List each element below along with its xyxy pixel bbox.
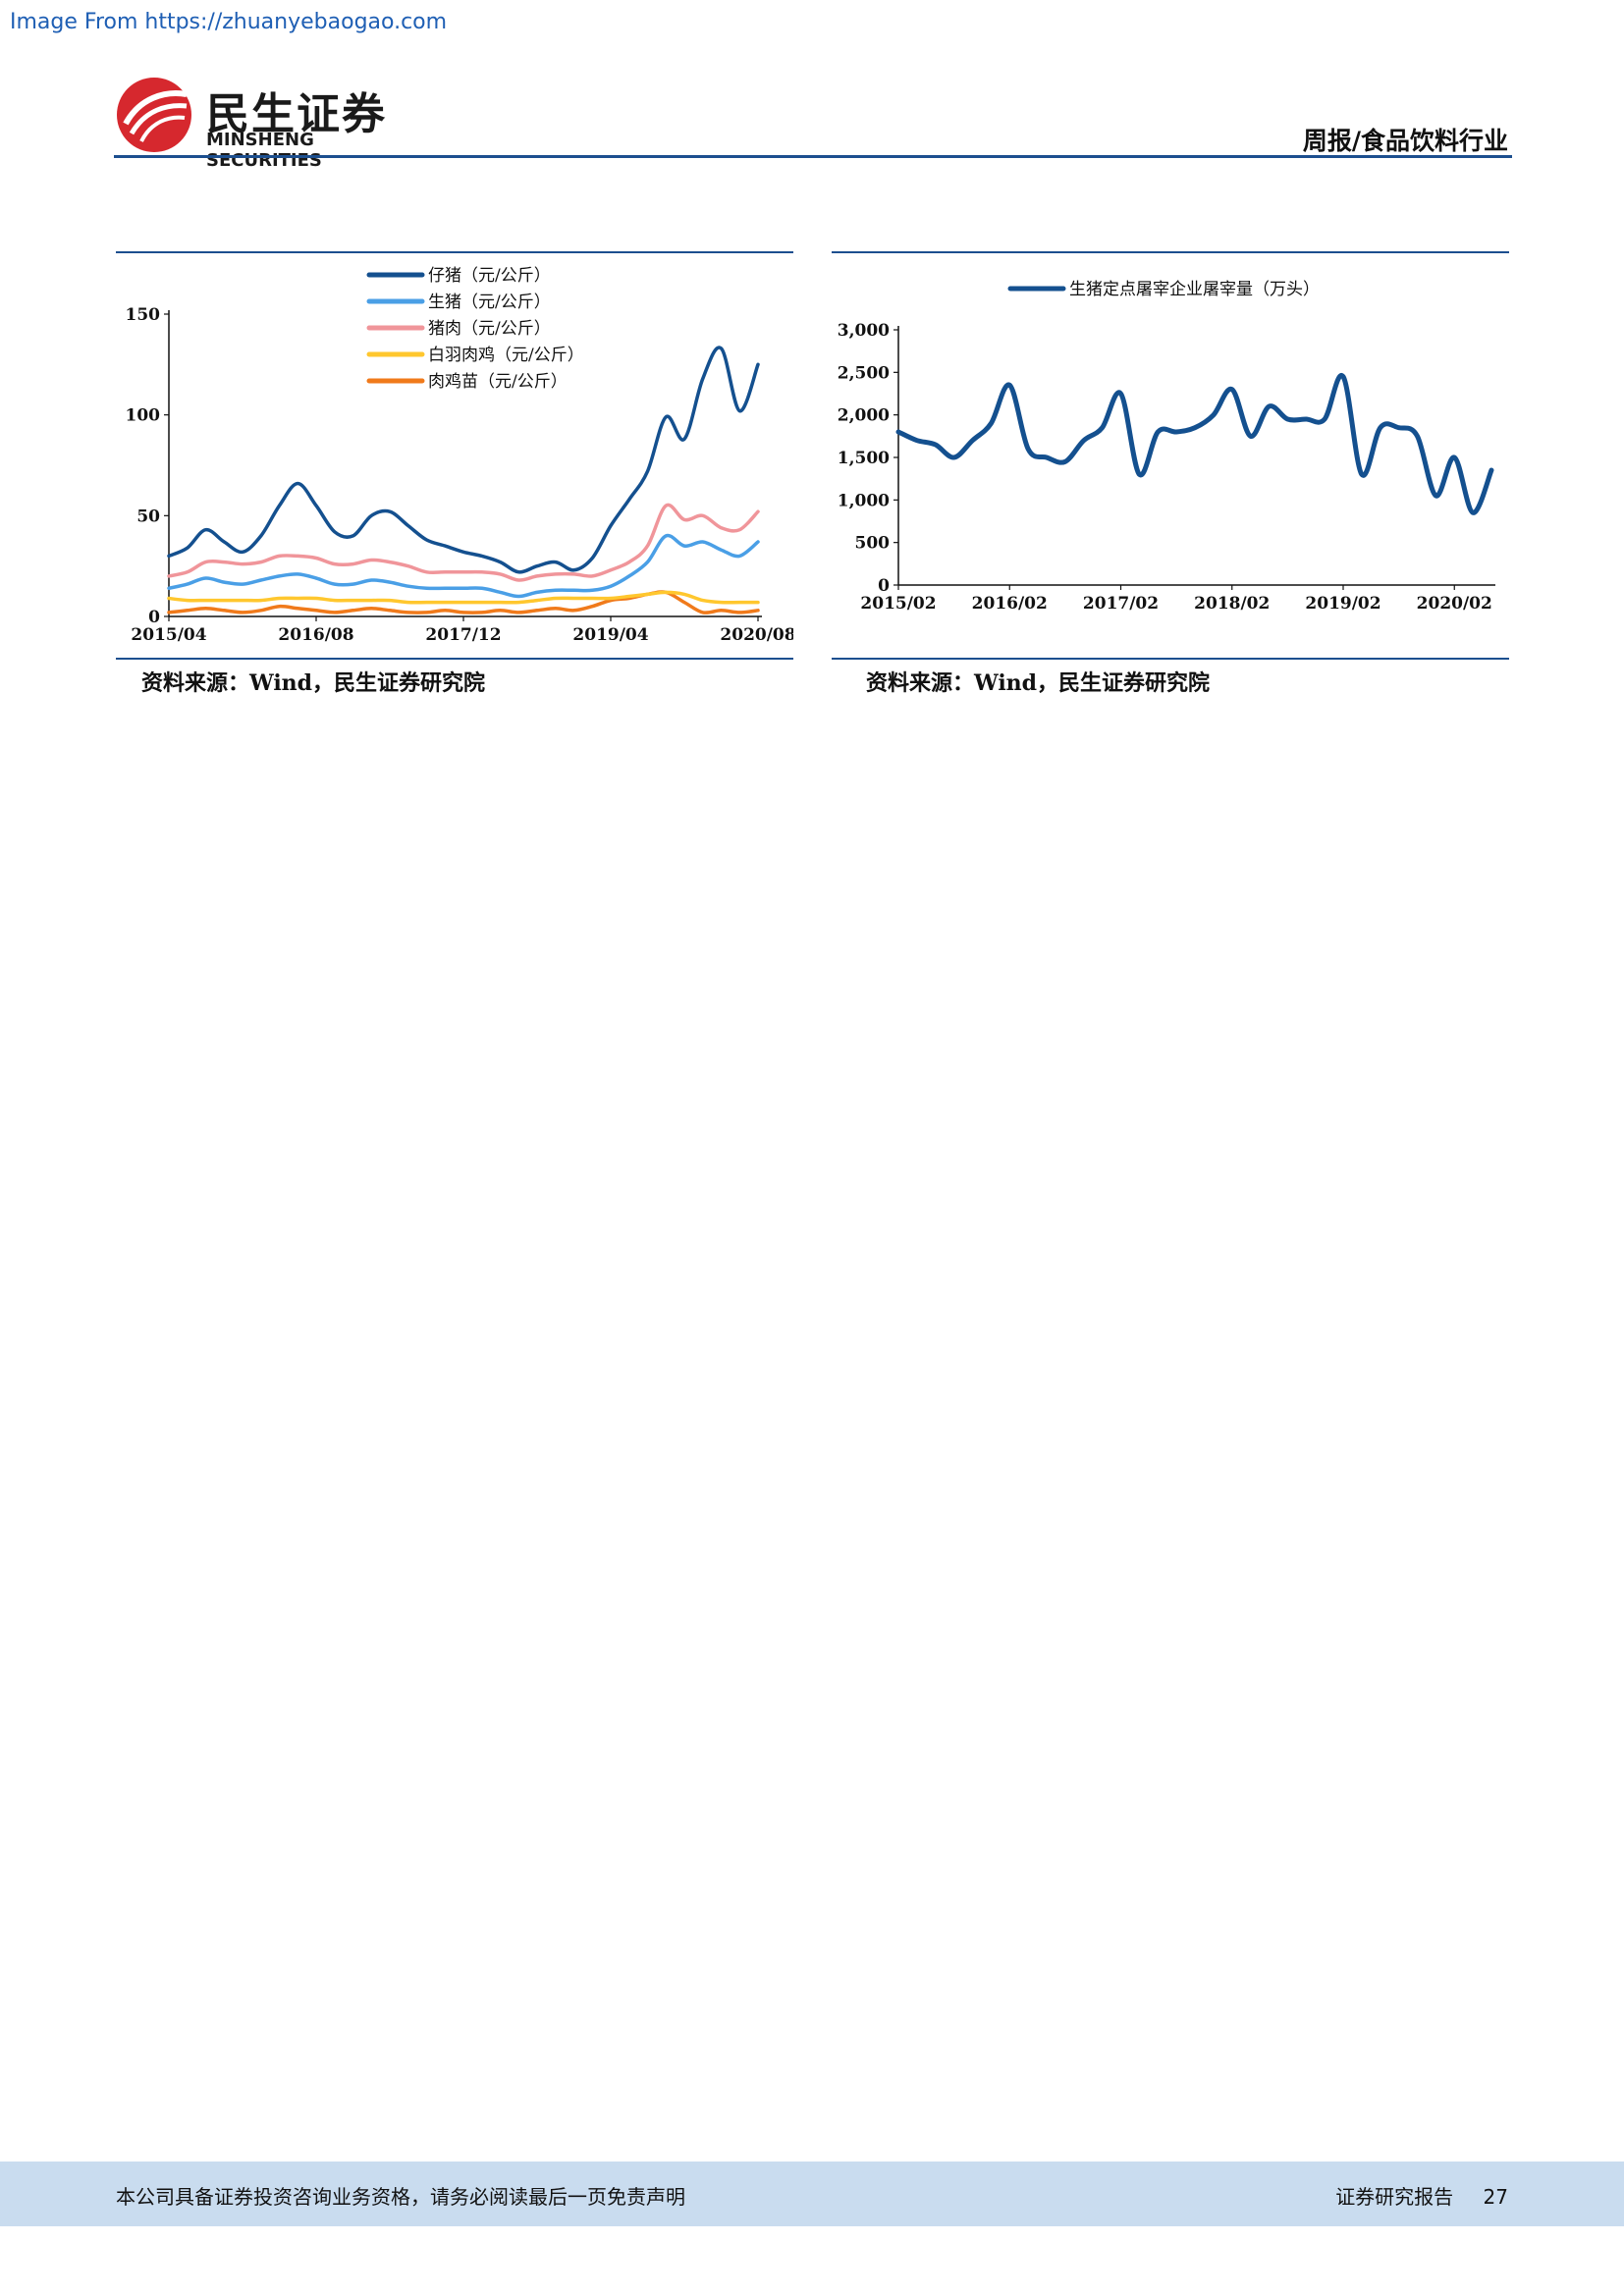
page-footer: 本公司具备证券投资咨询业务资格，请务必阅读最后一页免责声明 证券研究报告 27 [0, 2162, 1624, 2226]
chart-panel-slaughter: 0 500 1,000 1,500 2,000 2,500 3,000 2015/02 2016… [832, 251, 1509, 664]
chart-source-left: 资料来源：Wind，民生证券研究院 [141, 670, 486, 696]
x-tick-label: 2017/02 [1083, 594, 1159, 614]
x-tick-label: 2017/12 [425, 625, 501, 645]
chart-panel-prices: 0 50 100 150 2015/04 2016/08 2017/12 2019/04 202… [116, 251, 793, 664]
y-tick-label: 0 [878, 576, 890, 596]
slaughter-line-chart: 0 500 1,000 1,500 2,000 2,500 3,000 2015/02 2016… [838, 280, 1495, 614]
x-tick-label: 2020/08 [720, 625, 793, 645]
footer-report-type: 证券研究报告 [1335, 2185, 1454, 2209]
series-line [167, 503, 760, 582]
header-divider [114, 155, 1512, 158]
price-line-chart: 0 50 100 150 2015/04 2016/08 2017/12 2019/04 202… [126, 266, 794, 645]
y-tick-label: 50 [136, 507, 160, 526]
x-tick-label: 2019/02 [1305, 594, 1380, 614]
legend-label: 肉鸡苗（元/公斤） [428, 372, 568, 392]
chart-source-right: 资料来源：Wind，民生证券研究院 [866, 670, 1211, 696]
y-tick-label: 2,000 [838, 406, 890, 426]
y-tick-label: 0 [148, 608, 160, 627]
chart-top-rule [832, 251, 1509, 253]
y-tick-label: 3,000 [838, 321, 890, 341]
y-tick-label: 1,000 [838, 491, 890, 510]
x-tick-label: 2016/02 [972, 594, 1048, 614]
series-line [167, 346, 760, 574]
y-tick-label: 1,500 [838, 449, 890, 468]
legend-label: 生猪（元/公斤） [428, 293, 551, 312]
minsheng-logo-icon [117, 78, 191, 152]
x-tick-label: 2015/04 [131, 625, 206, 645]
footer-disclaimer: 本公司具备证券投资咨询业务资格，请务必阅读最后一页免责声明 [116, 2185, 685, 2209]
chart-top-rule [116, 251, 793, 253]
legend-label: 猪肉（元/公斤） [428, 319, 551, 339]
series-line [895, 372, 1494, 515]
chart-bottom-rule [116, 658, 793, 660]
x-tick-label: 2016/08 [278, 625, 353, 645]
y-tick-label: 500 [855, 534, 891, 554]
brand-logo: 民生证券 MINSHENG SECURITIES [116, 77, 410, 171]
x-tick-label: 2019/04 [572, 625, 648, 645]
x-tick-label: 2020/02 [1417, 594, 1492, 614]
chart-bottom-rule [832, 658, 1509, 660]
watermark-text: Image From https://zhuanyebaogao.com [10, 10, 448, 34]
y-tick-label: 100 [126, 406, 161, 426]
y-tick-label: 2,500 [838, 363, 890, 383]
report-category: 周报/食品饮料行业 [1302, 127, 1508, 155]
y-tick-label: 150 [126, 305, 161, 325]
page-number: 27 [1483, 2185, 1508, 2209]
legend-label: 生猪定点屠宰企业屠宰量（万头） [1069, 280, 1320, 299]
series-line [167, 533, 760, 599]
footer-meta: 证券研究报告 27 [1335, 2181, 1508, 2210]
x-tick-label: 2015/02 [860, 594, 936, 614]
series-line [167, 590, 760, 605]
legend-label: 白羽肉鸡（元/公斤） [428, 346, 584, 365]
brand-name-cn: 民生证券 [206, 89, 387, 139]
brand-name-en: MINSHENG SECURITIES [206, 130, 322, 171]
x-tick-label: 2018/02 [1194, 594, 1270, 614]
legend-label: 仔猪（元/公斤） [428, 266, 551, 286]
